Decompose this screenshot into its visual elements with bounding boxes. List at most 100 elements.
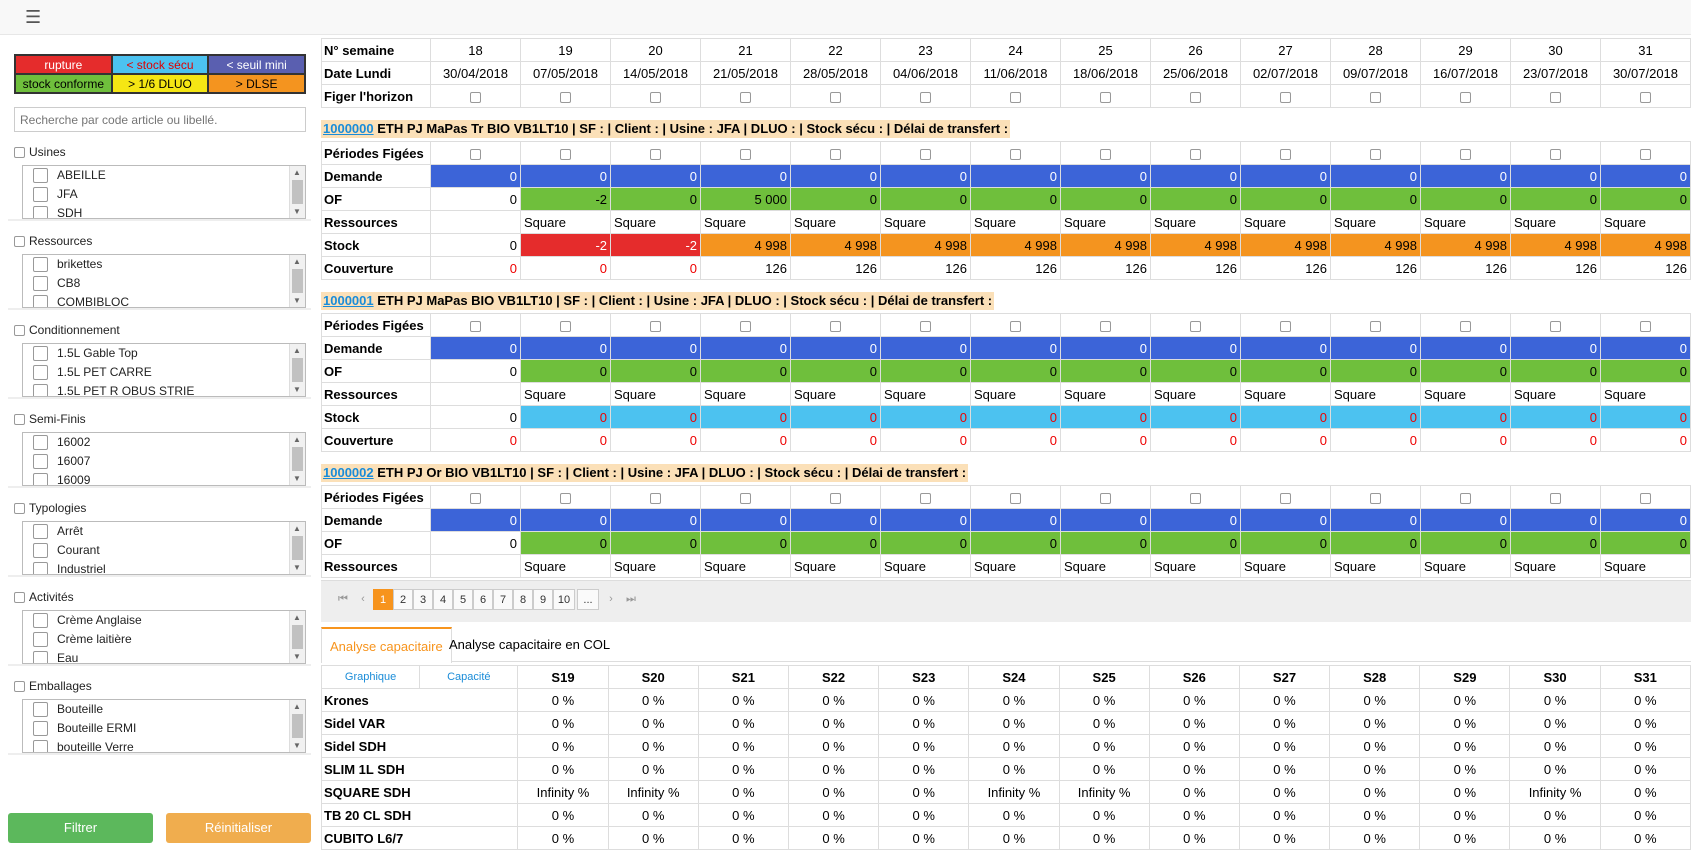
- demand-value[interactable]: 0: [1420, 508, 1511, 532]
- frozen-checkbox[interactable]: [470, 492, 481, 504]
- of-value[interactable]: 0: [1330, 531, 1421, 555]
- filter-group-checkbox[interactable]: [14, 325, 25, 337]
- frozen-checkbox[interactable]: [1640, 148, 1651, 160]
- option-checkbox[interactable]: [33, 206, 48, 218]
- freeze-checkbox[interactable]: [1640, 91, 1651, 103]
- frozen-checkbox[interactable]: [1280, 492, 1291, 504]
- demand-value[interactable]: 0: [430, 508, 521, 532]
- of-value[interactable]: 0: [1060, 187, 1151, 211]
- demand-value[interactable]: 0: [1420, 164, 1511, 188]
- of-value[interactable]: 0: [430, 187, 521, 211]
- demand-value[interactable]: 0: [1510, 508, 1601, 532]
- pager-page[interactable]: 2: [393, 589, 413, 610]
- demand-value[interactable]: 0: [610, 336, 701, 360]
- option-checkbox[interactable]: [33, 651, 48, 663]
- filter-option[interactable]: 16007: [23, 452, 305, 471]
- of-value[interactable]: 0: [520, 359, 611, 383]
- frozen-checkbox[interactable]: [650, 492, 661, 504]
- demand-value[interactable]: 0: [430, 336, 521, 360]
- demand-value[interactable]: 0: [520, 164, 611, 188]
- option-checkbox[interactable]: [33, 276, 48, 291]
- filter-list[interactable]: Bouteille Bouteille ERMI bouteille Verre ▲ ▼: [22, 699, 306, 753]
- scrollbar[interactable]: ▲ ▼: [289, 700, 305, 752]
- scrollbar[interactable]: ▲ ▼: [289, 433, 305, 485]
- filter-option[interactable]: Crème laitière: [23, 630, 305, 649]
- filter-list[interactable]: brikettes CB8 COMBIBLOC ▲ ▼: [22, 254, 306, 308]
- of-value[interactable]: 0: [1600, 359, 1691, 383]
- scroll-up-icon[interactable]: ▲: [293, 168, 301, 177]
- demand-value[interactable]: 0: [1150, 164, 1241, 188]
- demand-value[interactable]: 0: [880, 336, 971, 360]
- demand-value[interactable]: 0: [790, 164, 881, 188]
- frozen-checkbox[interactable]: [560, 320, 571, 332]
- demand-value[interactable]: 0: [1600, 508, 1691, 532]
- reset-button[interactable]: Réinitialiser: [166, 813, 311, 843]
- frozen-checkbox[interactable]: [920, 492, 931, 504]
- tab-capacity-analysis[interactable]: Analyse capacitaire: [321, 627, 452, 663]
- frozen-checkbox[interactable]: [1550, 320, 1561, 332]
- demand-value[interactable]: 0: [1600, 336, 1691, 360]
- freeze-checkbox[interactable]: [1370, 91, 1381, 103]
- frozen-checkbox[interactable]: [1370, 320, 1381, 332]
- frozen-checkbox[interactable]: [1010, 148, 1021, 160]
- scrollbar[interactable]: ▲ ▼: [289, 611, 305, 663]
- demand-value[interactable]: 0: [970, 336, 1061, 360]
- pager-page[interactable]: 5: [453, 589, 473, 610]
- frozen-checkbox[interactable]: [1460, 320, 1471, 332]
- freeze-checkbox[interactable]: [1550, 91, 1561, 103]
- filter-list[interactable]: Arrêt Courant Industriel ▲ ▼: [22, 521, 306, 575]
- filter-option[interactable]: Courant: [23, 541, 305, 560]
- option-checkbox[interactable]: [33, 721, 48, 736]
- scroll-up-icon[interactable]: ▲: [293, 435, 301, 444]
- scroll-up-icon[interactable]: ▲: [293, 613, 301, 622]
- frozen-checkbox[interactable]: [830, 148, 841, 160]
- frozen-checkbox[interactable]: [470, 148, 481, 160]
- filter-title[interactable]: Emballages: [14, 679, 92, 693]
- scroll-thumb[interactable]: [292, 358, 303, 382]
- demand-value[interactable]: 0: [1060, 164, 1151, 188]
- scrollbar[interactable]: ▲ ▼: [289, 522, 305, 574]
- freeze-checkbox[interactable]: [1100, 91, 1111, 103]
- demand-value[interactable]: 0: [1150, 508, 1241, 532]
- freeze-checkbox[interactable]: [1190, 91, 1201, 103]
- frozen-checkbox[interactable]: [1100, 320, 1111, 332]
- option-checkbox[interactable]: [33, 454, 48, 469]
- frozen-checkbox[interactable]: [1190, 320, 1201, 332]
- of-value[interactable]: 0: [430, 359, 521, 383]
- scrollbar[interactable]: ▲ ▼: [289, 344, 305, 396]
- filter-list[interactable]: Crème Anglaise Crème laitière Eau ▲ ▼: [22, 610, 306, 664]
- filter-option[interactable]: Crème Anglaise: [23, 611, 305, 630]
- demand-value[interactable]: 0: [1240, 164, 1331, 188]
- freeze-checkbox[interactable]: [1280, 91, 1291, 103]
- of-value[interactable]: 0: [700, 359, 791, 383]
- frozen-checkbox[interactable]: [560, 492, 571, 504]
- filter-title[interactable]: Semi-Finis: [14, 412, 86, 426]
- of-value[interactable]: 0: [1150, 359, 1241, 383]
- pager-next-icon[interactable]: ›: [609, 593, 613, 605]
- frozen-checkbox[interactable]: [740, 148, 751, 160]
- of-value[interactable]: 5 000: [700, 187, 791, 211]
- frozen-checkbox[interactable]: [1370, 492, 1381, 504]
- demand-value[interactable]: 0: [700, 508, 791, 532]
- scroll-down-icon[interactable]: ▼: [293, 652, 301, 661]
- demand-value[interactable]: 0: [610, 508, 701, 532]
- option-checkbox[interactable]: [33, 435, 48, 450]
- of-value[interactable]: 0: [880, 531, 971, 555]
- filter-option[interactable]: Bouteille ERMI: [23, 719, 305, 738]
- of-value[interactable]: 0: [790, 187, 881, 211]
- of-value[interactable]: 0: [1420, 359, 1511, 383]
- pager-prev-icon[interactable]: ‹: [361, 593, 365, 605]
- of-value[interactable]: 0: [1150, 531, 1241, 555]
- scroll-down-icon[interactable]: ▼: [293, 474, 301, 483]
- of-value[interactable]: 0: [1240, 531, 1331, 555]
- scroll-thumb[interactable]: [292, 625, 303, 649]
- frozen-checkbox[interactable]: [830, 320, 841, 332]
- graph-header-link[interactable]: Graphique: [320, 665, 421, 689]
- scroll-down-icon[interactable]: ▼: [293, 741, 301, 750]
- scrollbar[interactable]: ▲ ▼: [289, 166, 305, 218]
- of-value[interactable]: 0: [700, 531, 791, 555]
- filter-option[interactable]: 1.5L Gable Top: [23, 344, 305, 363]
- of-value[interactable]: 0: [970, 359, 1061, 383]
- filter-option[interactable]: bouteille Verre: [23, 738, 305, 752]
- of-value[interactable]: 0: [1330, 359, 1421, 383]
